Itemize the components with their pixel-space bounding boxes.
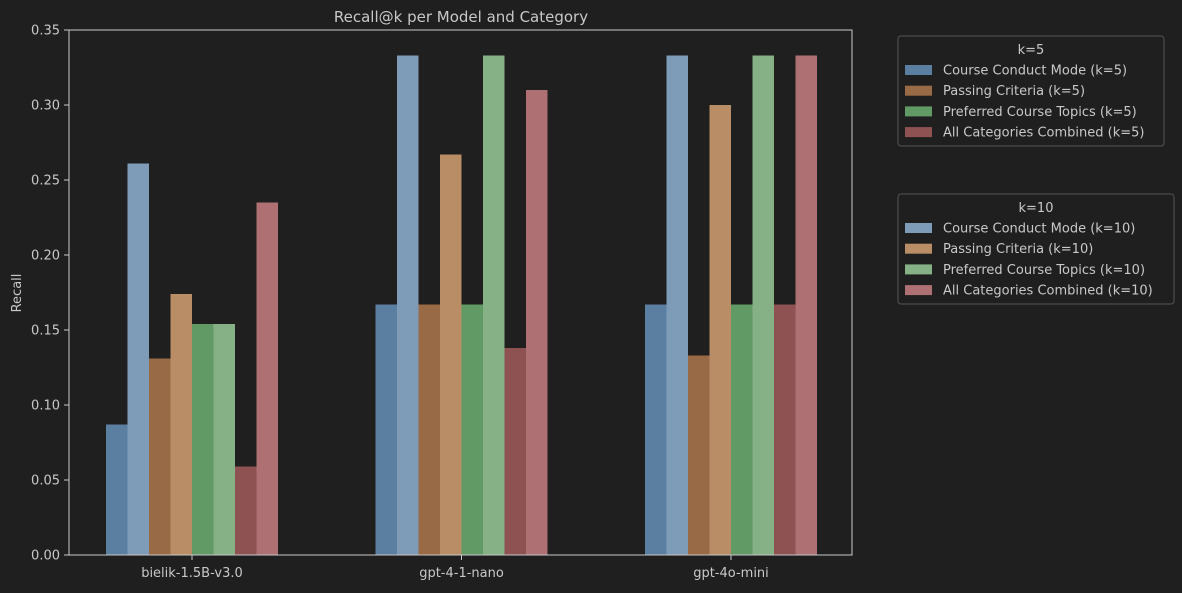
bar [170,294,192,555]
legend-entry-label: Passing Criteria (k=5) [943,84,1085,99]
bar [752,55,774,555]
legend-swatch [905,65,932,75]
y-tick-label: 0.20 [31,249,60,264]
legend-entry-label: Course Conduct Mode (k=5) [943,64,1127,79]
legend-swatch [905,264,932,275]
bar [127,163,149,555]
bar [192,324,214,555]
legend-entry-label: All Categories Combined (k=5) [943,126,1144,141]
bar [504,348,526,555]
bar [235,466,257,555]
plot-frame [68,29,853,556]
y-axis-label: Recall [10,274,25,313]
bar [795,55,817,555]
bar [213,324,235,555]
legend-entry-label: Course Conduct Mode (k=10) [943,222,1135,237]
legend-k-5: k=5 Course Conduct Mode (k=5) Passing Crit… [897,35,1165,147]
legend-entry-label: Preferred Course Topics (k=10) [943,263,1145,278]
legend-frame [897,35,1165,147]
bar [483,55,505,555]
y-tick-label: 0.00 [31,549,60,564]
bar [688,355,710,555]
bar [666,55,688,555]
bar [731,304,753,555]
bar [106,424,128,555]
legend-swatch [905,106,932,117]
legend-entry-label: Preferred Course Topics (k=5) [943,105,1137,120]
bar [418,304,440,555]
bar [461,304,483,555]
axes-layer: 0.00 0.05 0.10 0.15 0.20 0.25 0.30 0.35 bielik-1… [31,24,853,581]
legend-k-10: k=10 Course Conduct Mode (k=10) Passing Cr… [897,193,1175,305]
legend-entry-label: Passing Criteria (k=10) [943,242,1093,257]
legend-swatch [905,243,932,254]
x-tick-label: gpt-4o-mini [693,566,769,581]
bar [774,304,796,555]
x-tick-label: gpt-4-1-nano [419,566,504,581]
y-tick-label: 0.15 [31,324,60,339]
bar [397,55,419,555]
y-tick-label: 0.05 [31,474,60,489]
legend-swatch [905,85,932,96]
bar [645,304,667,555]
y-tick-label: 0.10 [31,399,60,414]
bar [440,154,462,555]
chart-title: Recall@k per Model and Category [334,8,588,26]
legend-swatch [905,285,932,296]
bar [375,304,397,555]
bars-layer [106,55,817,555]
bar [709,105,731,555]
x-tick-label: bielik-1.5B-v3.0 [141,566,243,581]
legends-layer: k=5 Course Conduct Mode (k=5) Passing Crit… [897,35,1175,305]
bar [256,202,278,555]
bar [149,358,171,555]
y-tick-label: 0.35 [31,24,60,39]
legend-swatch [905,127,932,138]
legend-title: k=5 [1018,43,1045,58]
y-tick-label: 0.30 [31,99,60,114]
legend-frame [897,193,1175,305]
legend-swatch [905,223,932,233]
y-tick-label: 0.25 [31,174,60,189]
legend-title: k=10 [1019,201,1054,216]
legend-entry-label: All Categories Combined (k=10) [943,284,1153,299]
bar [526,90,548,555]
